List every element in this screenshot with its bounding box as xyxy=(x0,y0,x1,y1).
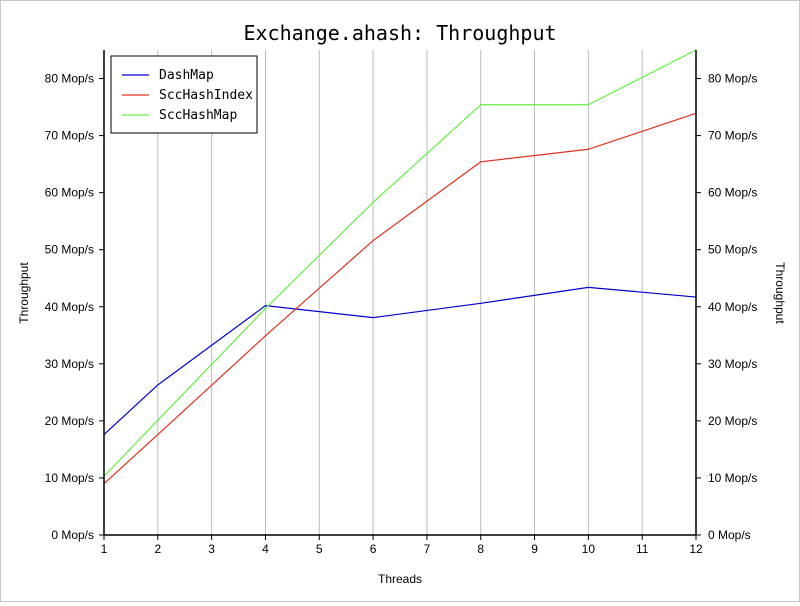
legend-label-scchashmap: SccHashMap xyxy=(159,108,237,123)
x-tick-label-4: 4 xyxy=(262,542,269,556)
series-line-scchashindex xyxy=(103,112,697,485)
x-tick-label-9: 9 xyxy=(531,542,538,556)
x-tick-label-6: 6 xyxy=(370,542,377,556)
chart-title: Exchange.ahash: Throughput xyxy=(243,21,556,45)
y-tick-label-right-20: 20 Mop/s xyxy=(708,414,757,428)
y-tick-label-left-50: 50 Mop/s xyxy=(45,243,94,257)
x-tick-label-12: 12 xyxy=(689,542,703,556)
y-tick-label-left-20: 20 Mop/s xyxy=(45,414,94,428)
y-tick-label-right-0: 0 Mop/s xyxy=(708,528,751,542)
y-tick-label-right-70: 70 Mop/s xyxy=(708,129,757,143)
y-tick-label-right-60: 60 Mop/s xyxy=(708,186,757,200)
y-tick-label-left-10: 10 Mop/s xyxy=(45,471,94,485)
legend-label-dashmap: DashMap xyxy=(159,68,214,83)
x-tick-label-8: 8 xyxy=(477,542,484,556)
y-tick-label-left-70: 70 Mop/s xyxy=(45,129,94,143)
y-tick-label-left-30: 30 Mop/s xyxy=(45,357,94,371)
y-tick-label-left-0: 0 Mop/s xyxy=(51,528,94,542)
y-tick-label-left-80: 80 Mop/s xyxy=(45,72,94,86)
y-tick-label-right-40: 40 Mop/s xyxy=(708,300,757,314)
series-line-dashmap xyxy=(103,286,697,436)
y-axis-title-left: Throughput xyxy=(17,262,31,324)
x-tick-label-2: 2 xyxy=(154,542,161,556)
x-tick-label-7: 7 xyxy=(424,542,431,556)
y-axis-title-right: Throughput xyxy=(773,262,787,324)
series-line-scchashmap xyxy=(103,49,697,477)
y-tick-label-right-10: 10 Mop/s xyxy=(708,471,757,485)
x-tick-label-1: 1 xyxy=(101,542,108,556)
y-tick-label-right-50: 50 Mop/s xyxy=(708,243,757,257)
x-tick-label-11: 11 xyxy=(636,542,649,556)
axis-layer xyxy=(103,50,697,536)
y-tick-label-right-80: 80 Mop/s xyxy=(708,72,757,86)
y-tick-label-left-60: 60 Mop/s xyxy=(45,186,94,200)
x-tick-label-3: 3 xyxy=(208,542,215,556)
x-tick-label-10: 10 xyxy=(582,542,596,556)
series-layer xyxy=(103,49,697,485)
legend-label-scchashindex: SccHashIndex xyxy=(159,88,253,103)
x-axis-title: Threads xyxy=(378,572,422,586)
y-tick-label-right-30: 30 Mop/s xyxy=(708,357,757,371)
tick-layer: 0 Mop/s 0 Mop/s 10 Mop/s 10 Mop/s 20 Mop/s 20… xyxy=(45,72,758,556)
x-tick-label-5: 5 xyxy=(316,542,323,556)
y-tick-label-left-40: 40 Mop/s xyxy=(45,300,94,314)
legend: DashMap SccHashIndex SccHashMap xyxy=(110,55,258,134)
